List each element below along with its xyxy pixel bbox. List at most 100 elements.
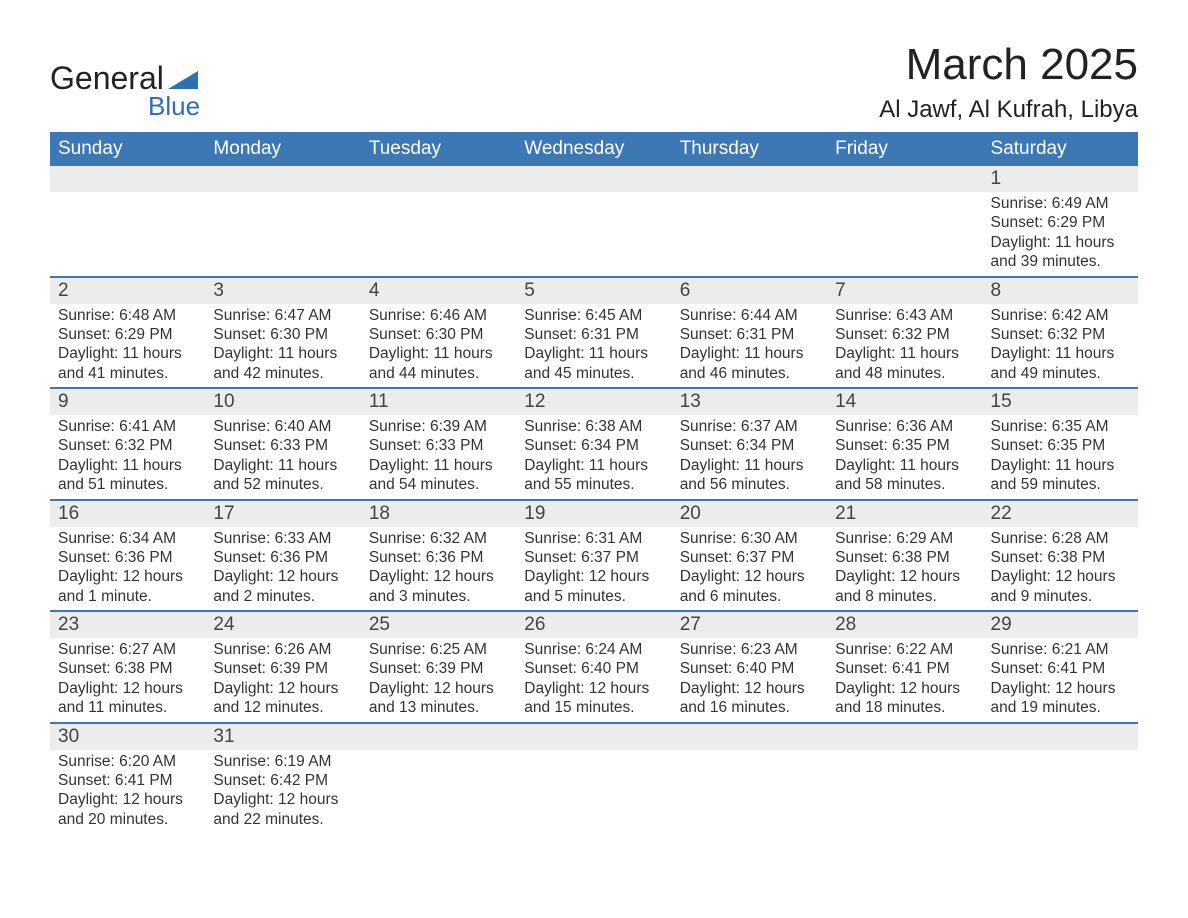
day-num: 11 xyxy=(361,388,516,415)
col-monday: Monday xyxy=(205,132,360,166)
day-cell xyxy=(672,750,827,834)
daylight2: and 9 minutes. xyxy=(991,587,1130,606)
sunrise: Sunrise: 6:35 AM xyxy=(991,417,1130,436)
daylight1: Daylight: 12 hours xyxy=(524,679,663,698)
day-num: 6 xyxy=(672,277,827,304)
day-cell xyxy=(361,192,516,277)
sunrise: Sunrise: 6:42 AM xyxy=(991,306,1130,325)
sunrise: Sunrise: 6:21 AM xyxy=(991,640,1130,659)
daylight1: Daylight: 12 hours xyxy=(835,679,974,698)
day-num: 21 xyxy=(827,500,982,527)
daylight2: and 2 minutes. xyxy=(213,587,352,606)
day-num: 19 xyxy=(516,500,671,527)
sunset: Sunset: 6:34 PM xyxy=(524,436,663,455)
sunset: Sunset: 6:38 PM xyxy=(991,548,1130,567)
sunrise: Sunrise: 6:48 AM xyxy=(58,306,197,325)
daylight1: Daylight: 11 hours xyxy=(835,344,974,363)
day-cell: Sunrise: 6:37 AMSunset: 6:34 PMDaylight:… xyxy=(672,415,827,500)
week4-nums: 23 24 25 26 27 28 29 xyxy=(50,611,1138,638)
day-cell: Sunrise: 6:42 AMSunset: 6:32 PMDaylight:… xyxy=(983,304,1138,389)
sunrise: Sunrise: 6:37 AM xyxy=(680,417,819,436)
day-num: 8 xyxy=(983,277,1138,304)
daylight2: and 49 minutes. xyxy=(991,364,1130,383)
day-num: 25 xyxy=(361,611,516,638)
day-cell: Sunrise: 6:32 AMSunset: 6:36 PMDaylight:… xyxy=(361,527,516,612)
daylight1: Daylight: 12 hours xyxy=(58,790,197,809)
daylight1: Daylight: 11 hours xyxy=(524,456,663,475)
logo-word1: General xyxy=(50,60,164,97)
daylight1: Daylight: 12 hours xyxy=(680,567,819,586)
sunrise: Sunrise: 6:45 AM xyxy=(524,306,663,325)
day-cell: Sunrise: 6:47 AMSunset: 6:30 PMDaylight:… xyxy=(205,304,360,389)
daylight1: Daylight: 12 hours xyxy=(213,790,352,809)
daylight2: and 8 minutes. xyxy=(835,587,974,606)
sunset: Sunset: 6:41 PM xyxy=(58,771,197,790)
daylight1: Daylight: 11 hours xyxy=(991,456,1130,475)
day-num: 31 xyxy=(205,723,360,750)
week0-content: Sunrise: 6:49 AMSunset: 6:29 PMDaylight:… xyxy=(50,192,1138,277)
day-cell xyxy=(205,192,360,277)
sunset: Sunset: 6:37 PM xyxy=(680,548,819,567)
daylight1: Daylight: 11 hours xyxy=(58,456,197,475)
sunrise: Sunrise: 6:29 AM xyxy=(835,529,974,548)
sunset: Sunset: 6:36 PM xyxy=(213,548,352,567)
sunset: Sunset: 6:37 PM xyxy=(524,548,663,567)
day-num xyxy=(516,723,671,750)
sunrise: Sunrise: 6:40 AM xyxy=(213,417,352,436)
day-num xyxy=(827,723,982,750)
daylight2: and 13 minutes. xyxy=(369,698,508,717)
sunrise: Sunrise: 6:23 AM xyxy=(680,640,819,659)
daylight2: and 58 minutes. xyxy=(835,475,974,494)
sunrise: Sunrise: 6:30 AM xyxy=(680,529,819,548)
sunrise: Sunrise: 6:22 AM xyxy=(835,640,974,659)
sunrise: Sunrise: 6:46 AM xyxy=(369,306,508,325)
daylight1: Daylight: 12 hours xyxy=(369,679,508,698)
daylight2: and 12 minutes. xyxy=(213,698,352,717)
day-num: 9 xyxy=(50,388,205,415)
day-cell: Sunrise: 6:39 AMSunset: 6:33 PMDaylight:… xyxy=(361,415,516,500)
sunset: Sunset: 6:38 PM xyxy=(835,548,974,567)
day-cell: Sunrise: 6:25 AMSunset: 6:39 PMDaylight:… xyxy=(361,638,516,723)
daylight2: and 19 minutes. xyxy=(991,698,1130,717)
sunrise: Sunrise: 6:34 AM xyxy=(58,529,197,548)
day-num xyxy=(50,166,205,192)
day-num: 7 xyxy=(827,277,982,304)
daylight1: Daylight: 11 hours xyxy=(991,344,1130,363)
day-num: 2 xyxy=(50,277,205,304)
sunset: Sunset: 6:40 PM xyxy=(524,659,663,678)
day-cell: Sunrise: 6:24 AMSunset: 6:40 PMDaylight:… xyxy=(516,638,671,723)
week2-nums: 9 10 11 12 13 14 15 xyxy=(50,388,1138,415)
day-cell: Sunrise: 6:38 AMSunset: 6:34 PMDaylight:… xyxy=(516,415,671,500)
weekday-header-row: Sunday Monday Tuesday Wednesday Thursday… xyxy=(50,132,1138,166)
day-cell xyxy=(827,750,982,834)
daylight2: and 18 minutes. xyxy=(835,698,974,717)
day-cell: Sunrise: 6:40 AMSunset: 6:33 PMDaylight:… xyxy=(205,415,360,500)
sunrise: Sunrise: 6:24 AM xyxy=(524,640,663,659)
day-num: 24 xyxy=(205,611,360,638)
day-cell: Sunrise: 6:23 AMSunset: 6:40 PMDaylight:… xyxy=(672,638,827,723)
sunset: Sunset: 6:32 PM xyxy=(58,436,197,455)
day-cell: Sunrise: 6:21 AMSunset: 6:41 PMDaylight:… xyxy=(983,638,1138,723)
day-cell xyxy=(516,192,671,277)
sunrise: Sunrise: 6:43 AM xyxy=(835,306,974,325)
page: General Blue March 2025 Al Jawf, Al Kufr… xyxy=(0,0,1188,873)
sunrise: Sunrise: 6:25 AM xyxy=(369,640,508,659)
sunrise: Sunrise: 6:49 AM xyxy=(991,194,1130,213)
day-cell: Sunrise: 6:43 AMSunset: 6:32 PMDaylight:… xyxy=(827,304,982,389)
daylight2: and 5 minutes. xyxy=(524,587,663,606)
day-num: 4 xyxy=(361,277,516,304)
sunset: Sunset: 6:42 PM xyxy=(213,771,352,790)
daylight2: and 41 minutes. xyxy=(58,364,197,383)
col-tuesday: Tuesday xyxy=(361,132,516,166)
daylight1: Daylight: 11 hours xyxy=(524,344,663,363)
sunset: Sunset: 6:30 PM xyxy=(369,325,508,344)
day-cell xyxy=(827,192,982,277)
sunset: Sunset: 6:39 PM xyxy=(213,659,352,678)
sunrise: Sunrise: 6:26 AM xyxy=(213,640,352,659)
sunrise: Sunrise: 6:41 AM xyxy=(58,417,197,436)
daylight2: and 51 minutes. xyxy=(58,475,197,494)
day-cell: Sunrise: 6:41 AMSunset: 6:32 PMDaylight:… xyxy=(50,415,205,500)
day-num: 18 xyxy=(361,500,516,527)
sunset: Sunset: 6:41 PM xyxy=(991,659,1130,678)
week0-nums: 1 xyxy=(50,166,1138,192)
